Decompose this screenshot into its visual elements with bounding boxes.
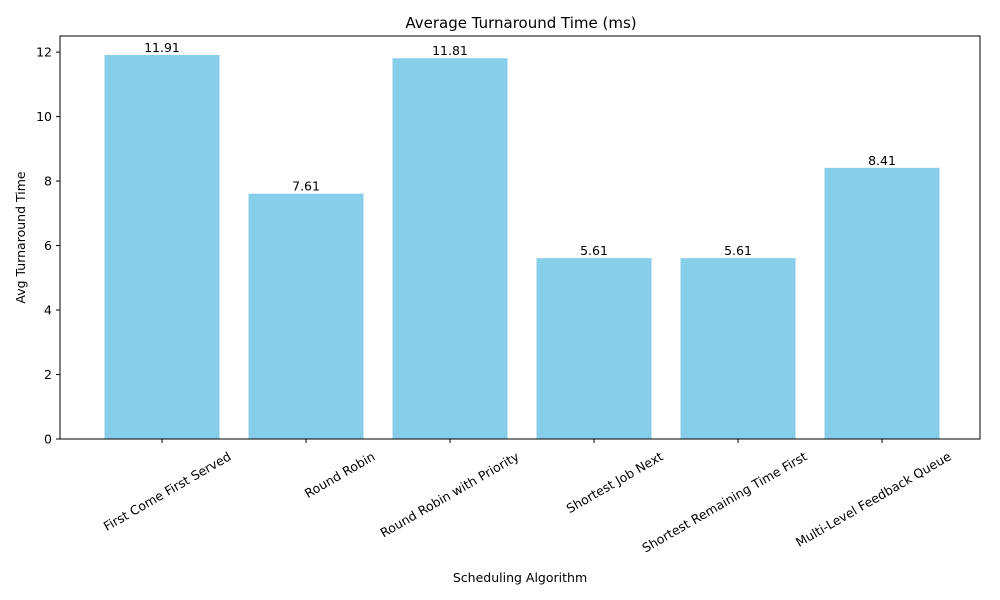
y-tick-label: 2 [44,367,52,382]
y-tick-label: 0 [44,432,52,447]
bars-group: 11.91 7.61 11.81 5.61 5.61 8.41 [104,40,940,439]
y-tick-label: 6 [44,238,52,253]
bar [104,55,220,439]
y-tick-label: 12 [36,45,52,60]
bar [680,258,796,439]
bar [248,193,364,439]
y-tick-label: 10 [36,109,52,124]
plot-frame [59,35,981,440]
y-tick-label: 4 [44,303,52,318]
x-tick-label: Shortest Remaining Time First [639,449,809,556]
bar [392,58,508,439]
bar-data-label: 11.91 [144,40,180,55]
bar-data-label: 11.81 [432,43,468,58]
x-tick-label: Multi-Level Feedback Queue [793,448,954,549]
bar-data-label: 5.61 [724,243,752,258]
bar-data-label: 5.61 [580,243,608,258]
x-tick-label: Shortest Job Next [564,449,666,517]
x-tick-label: Round Robin with Priority [378,448,522,540]
y-axis: 0 2 4 6 8 10 12 [36,45,60,447]
y-axis-label: Avg Turnaround Time [13,171,28,303]
bar-data-label: 7.61 [292,179,320,194]
bar-data-label: 8.41 [868,153,896,168]
x-tick-label: Round Robin [302,449,378,501]
x-axis-label: Scheduling Algorithm [453,570,587,585]
x-tick-label: First Come First Served [101,449,234,534]
y-tick-label: 8 [44,174,52,189]
x-axis: First Come First Served Round Robin Round … [101,439,954,556]
bar [824,167,940,439]
chart-title: Average Turnaround Time (ms) [405,14,636,32]
bar [536,258,652,439]
